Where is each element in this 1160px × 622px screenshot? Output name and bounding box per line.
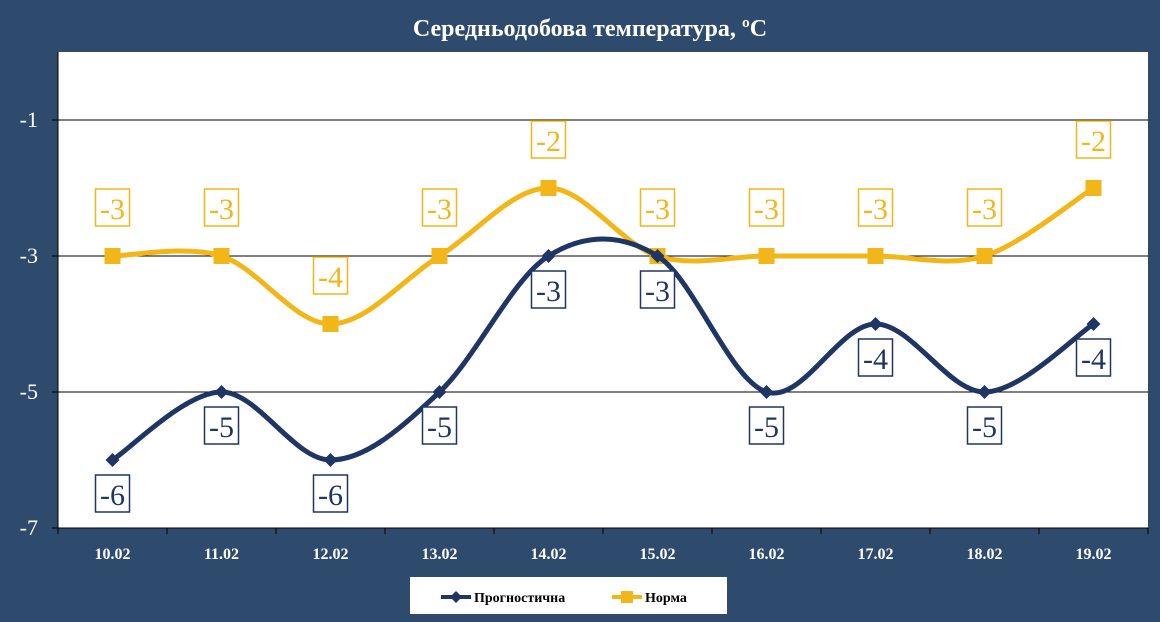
data-label-box bbox=[639, 188, 676, 227]
x-tick-label: 14.02 bbox=[531, 546, 567, 563]
data-label-box bbox=[748, 406, 785, 445]
data-label: -4 bbox=[1081, 343, 1106, 376]
legend-label: Норма bbox=[645, 591, 687, 606]
data-label: -5 bbox=[209, 411, 234, 444]
data-label-box bbox=[312, 256, 349, 295]
data-label: -2 bbox=[1081, 125, 1106, 158]
data-label: -5 bbox=[754, 411, 779, 444]
data-label-box bbox=[530, 120, 567, 159]
data-label: -2 bbox=[536, 125, 561, 158]
data-label: -4 bbox=[863, 343, 888, 376]
data-label: -3 bbox=[754, 193, 779, 226]
plot-area bbox=[58, 52, 1148, 528]
data-label-box bbox=[203, 406, 240, 445]
x-tick-label: 11.02 bbox=[204, 546, 239, 563]
data-label: -3 bbox=[209, 193, 234, 226]
data-point bbox=[322, 316, 339, 332]
data-label-box bbox=[1075, 338, 1112, 377]
data-label: -6 bbox=[100, 479, 125, 512]
series-line-norm bbox=[112, 185, 1095, 327]
data-label-box bbox=[421, 188, 458, 227]
data-label: -3 bbox=[972, 193, 997, 226]
data-point bbox=[432, 385, 447, 399]
data-point bbox=[323, 453, 338, 467]
series-line-forecast bbox=[111, 236, 1095, 463]
legend: Прогностична Норма bbox=[410, 577, 727, 614]
data-label-box bbox=[94, 188, 131, 227]
x-tick-label: 12.02 bbox=[313, 546, 349, 563]
data-label-box bbox=[748, 188, 785, 227]
data-label-box bbox=[639, 270, 676, 309]
data-label-box bbox=[966, 406, 1003, 445]
data-label-box bbox=[857, 338, 894, 377]
series-lines bbox=[104, 180, 1102, 467]
legend-label: Прогностична bbox=[474, 591, 565, 606]
data-point bbox=[1085, 180, 1102, 196]
data-point bbox=[541, 249, 556, 263]
x-tick-label: 18.02 bbox=[967, 546, 1003, 563]
data-point bbox=[868, 317, 883, 331]
x-axis-ticks: 10.02 11.02 12.02 13.02 14.02 15.02 16.02 17.02… bbox=[57, 528, 1149, 563]
data-label-box bbox=[530, 270, 567, 309]
data-labels: -3 -3 -4 -3 -2 -3 -3 -3 -3 -2 -6 -5 -6 -5 -3 -3 -5 -4 -5 -4 bbox=[94, 120, 1112, 513]
y-tick-label: -1 bbox=[20, 107, 38, 132]
data-label: -3 bbox=[427, 193, 452, 226]
data-point bbox=[976, 248, 993, 264]
legend-marker bbox=[450, 591, 462, 603]
data-label-box bbox=[857, 188, 894, 227]
data-point bbox=[977, 385, 992, 399]
data-point bbox=[214, 385, 229, 399]
y-tick-label: -5 bbox=[20, 379, 38, 404]
data-point bbox=[867, 248, 884, 264]
y-axis-ticks: -1 -3 -5 -7 bbox=[20, 107, 58, 540]
data-label: -6 bbox=[318, 479, 343, 512]
data-point bbox=[213, 248, 230, 264]
x-tick-label: 15.02 bbox=[640, 546, 676, 563]
x-tick-label: 13.02 bbox=[422, 546, 458, 563]
y-tick-label: -3 bbox=[20, 243, 38, 268]
data-point bbox=[759, 385, 774, 399]
data-label: -4 bbox=[318, 261, 343, 294]
legend-marker bbox=[621, 591, 633, 603]
y-tick-label: -7 bbox=[20, 515, 38, 540]
data-point bbox=[1086, 317, 1101, 331]
data-label-box bbox=[421, 406, 458, 445]
data-label: -5 bbox=[972, 411, 997, 444]
data-label: -3 bbox=[863, 193, 888, 226]
chart-title: Середньодобова температура, ºС bbox=[413, 16, 767, 42]
data-point bbox=[758, 248, 775, 264]
data-label: -5 bbox=[427, 411, 452, 444]
data-point bbox=[105, 453, 120, 467]
x-tick-label: 17.02 bbox=[858, 546, 894, 563]
data-label-box bbox=[312, 474, 349, 513]
data-label: -3 bbox=[536, 275, 561, 308]
x-tick-label: 16.02 bbox=[749, 546, 785, 563]
data-point bbox=[104, 248, 121, 264]
data-label: -3 bbox=[645, 193, 670, 226]
data-point bbox=[650, 249, 665, 263]
data-label-box bbox=[94, 474, 131, 513]
data-label-box bbox=[966, 188, 1003, 227]
data-point bbox=[540, 180, 557, 196]
data-label-box bbox=[203, 188, 240, 227]
x-tick-label: 10.02 bbox=[95, 546, 131, 563]
x-tick-label: 19.02 bbox=[1076, 546, 1112, 563]
data-label: -3 bbox=[100, 193, 125, 226]
data-label: -3 bbox=[645, 275, 670, 308]
data-point bbox=[431, 248, 448, 264]
data-label-box bbox=[1075, 120, 1112, 159]
